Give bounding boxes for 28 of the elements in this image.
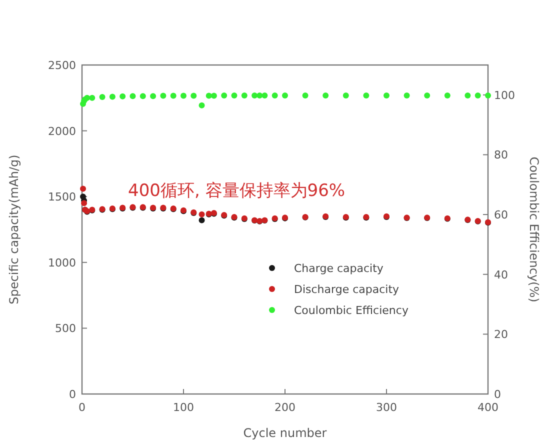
y2-tick-label: 80 (494, 148, 508, 162)
x-tick-label: 100 (173, 401, 194, 414)
y-tick-label: 0 (69, 388, 76, 401)
y2-tick-label: 60 (494, 208, 508, 222)
y2-tick-label: 0 (494, 388, 501, 401)
y2-tick-label: 100 (494, 88, 515, 102)
y-tick-label: 1000 (48, 256, 76, 270)
y-tick-label: 2000 (48, 124, 76, 138)
point (198, 217, 205, 224)
point (81, 200, 88, 206)
y-axis-title: Specific capacity(mAh/g) (7, 154, 21, 304)
x-tick-label: 300 (376, 401, 397, 414)
y2-tick-label: 40 (494, 268, 508, 282)
y-tick-label: 500 (55, 322, 76, 336)
x-axis-title: Cycle number (243, 426, 327, 440)
y-tick-label: 2500 (48, 59, 76, 72)
x-tick-label: 400 (478, 401, 498, 414)
x-tick-label: 200 (274, 401, 296, 414)
y2-tick-label: 20 (494, 328, 508, 342)
annotation: 400循环, 容量保持率为96% (128, 181, 346, 201)
y2-axis-title: Coulombic Efficiency(%) (527, 156, 541, 302)
point (80, 186, 86, 192)
legend-label: Discharge capacity (294, 283, 400, 296)
legend-label: Charge capacity (294, 262, 384, 275)
point (198, 211, 205, 218)
legend-label: Coulombic Efficiency (294, 304, 409, 317)
x-tick-label: 0 (78, 401, 86, 414)
y-tick-label: 1500 (48, 190, 76, 204)
